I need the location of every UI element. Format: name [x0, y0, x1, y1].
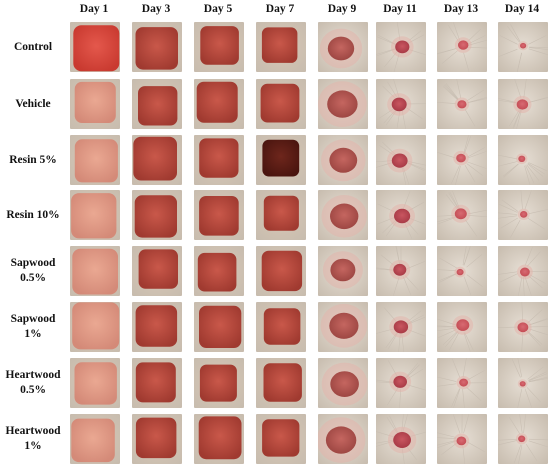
wound-photo	[318, 22, 368, 72]
wound-photo	[318, 246, 368, 296]
wound-photo	[70, 414, 120, 464]
wound-photo	[376, 246, 426, 296]
wound-photo	[194, 302, 244, 352]
wound-photo	[256, 190, 306, 240]
wound-photo	[498, 79, 548, 129]
wound-photo	[498, 22, 548, 72]
wound-photo	[70, 302, 120, 352]
wound-photo	[70, 22, 120, 72]
wound-photo	[256, 246, 306, 296]
wound-photo	[376, 79, 426, 129]
group-label: Resin 5%	[9, 153, 57, 166]
wound-photo	[256, 22, 306, 72]
wound-photo	[437, 246, 487, 296]
wound-photo	[498, 246, 548, 296]
wound-photo	[498, 190, 548, 240]
wound-photo	[498, 302, 548, 352]
wound-photo	[132, 358, 182, 408]
day-header: Day 3	[141, 3, 171, 15]
wound-photo	[194, 22, 244, 72]
wound-photo	[256, 79, 306, 129]
wound-photo	[318, 79, 368, 129]
wound-photo	[437, 79, 487, 129]
wound-photo	[437, 414, 487, 464]
wound-photo	[318, 414, 368, 464]
day-header: Day 7	[265, 3, 295, 15]
group-label: Sapwood 0.5%	[10, 257, 56, 284]
wound-photo	[318, 302, 368, 352]
group-label: Sapwood 1%	[10, 313, 56, 340]
wound-photo	[437, 22, 487, 72]
wound-photo	[70, 358, 120, 408]
group-label: Control	[13, 40, 53, 53]
wound-photo	[437, 302, 487, 352]
wound-photo	[498, 135, 548, 185]
wound-photo	[256, 358, 306, 408]
wound-photo	[318, 358, 368, 408]
wound-photo	[132, 79, 182, 129]
wound-photo	[376, 190, 426, 240]
wound-photo	[256, 135, 306, 185]
wound-photo	[194, 190, 244, 240]
wound-photo	[132, 190, 182, 240]
wound-photo	[437, 358, 487, 408]
wound-photo	[498, 358, 548, 408]
wound-photo	[318, 190, 368, 240]
wound-photo	[132, 302, 182, 352]
wound-photo	[318, 135, 368, 185]
wound-photo	[132, 22, 182, 72]
wound-photo	[376, 302, 426, 352]
day-header: Day 1	[79, 3, 109, 15]
wound-photo	[376, 22, 426, 72]
wound-photo	[70, 79, 120, 129]
wound-photo	[256, 302, 306, 352]
day-header: Day 5	[203, 3, 233, 15]
wound-photo	[132, 246, 182, 296]
day-header: Day 11	[383, 3, 417, 15]
wound-photo	[376, 358, 426, 408]
group-label: Resin 10%	[6, 208, 60, 221]
wound-photo	[194, 246, 244, 296]
wound-photo	[498, 414, 548, 464]
wound-photo	[376, 135, 426, 185]
wound-photo	[437, 190, 487, 240]
wound-photo	[194, 358, 244, 408]
group-label: Vehicle	[15, 97, 51, 110]
day-header: Day 13	[443, 3, 479, 15]
wound-photo	[70, 190, 120, 240]
wound-photo	[70, 135, 120, 185]
group-label: Heartwood 1%	[5, 425, 61, 452]
wound-photo	[132, 414, 182, 464]
wound-photo	[256, 414, 306, 464]
wound-photo	[437, 135, 487, 185]
wound-photo	[194, 135, 244, 185]
wound-photo	[70, 246, 120, 296]
group-label: Heartwood 0.5%	[5, 369, 61, 396]
wound-photo	[194, 79, 244, 129]
wound-photo	[376, 414, 426, 464]
day-header: Day 14	[504, 3, 540, 15]
day-header: Day 9	[327, 3, 357, 15]
wound-photo	[132, 135, 182, 185]
wound-photo	[194, 414, 244, 464]
